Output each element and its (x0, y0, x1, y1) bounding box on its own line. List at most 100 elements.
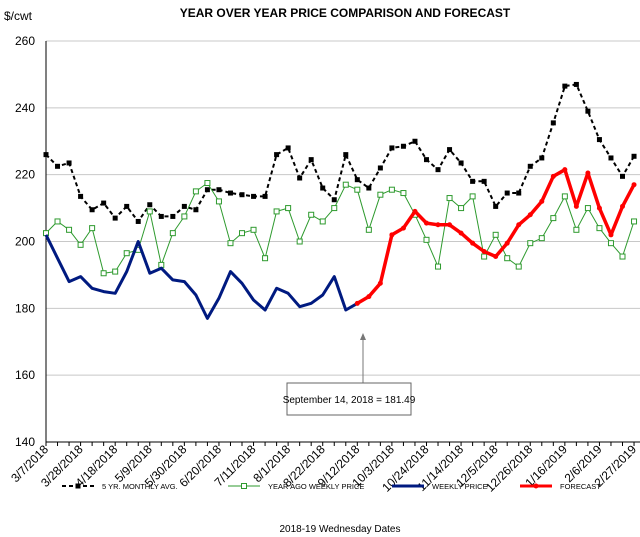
point-marker (262, 193, 268, 199)
y-tick-label: 220 (15, 168, 35, 182)
point-marker (550, 120, 556, 126)
legend-label: WEEKLY PRICE (432, 482, 488, 491)
point-marker (561, 193, 568, 200)
point-marker (562, 167, 568, 173)
point-marker (585, 170, 591, 176)
point-marker (620, 203, 625, 209)
point-marker (458, 205, 465, 212)
point-marker (423, 220, 429, 226)
point-marker (354, 300, 360, 306)
point-marker (158, 261, 165, 268)
point-marker (239, 192, 245, 198)
point-marker (365, 226, 372, 233)
point-marker (112, 215, 118, 221)
point-marker (331, 205, 338, 212)
y-tick-label: 180 (15, 301, 35, 315)
point-marker (274, 152, 280, 158)
point-marker (435, 222, 441, 228)
point-marker (75, 483, 81, 489)
point-marker (227, 190, 233, 196)
point-marker (389, 232, 395, 238)
point-marker (446, 195, 453, 202)
point-marker (181, 213, 188, 220)
point-marker (608, 155, 614, 161)
point-marker (527, 212, 533, 218)
point-marker (296, 238, 303, 245)
point-marker (516, 190, 522, 196)
legend-label: FORECAST (560, 482, 601, 491)
point-marker (377, 280, 383, 286)
series-line (44, 234, 359, 320)
point-marker (619, 253, 626, 260)
point-marker (470, 178, 476, 184)
point-marker (608, 232, 614, 238)
point-marker (89, 225, 96, 232)
point-marker (78, 193, 84, 199)
y-tick-label: 140 (15, 435, 35, 449)
point-marker (458, 160, 464, 166)
annotation-box (286, 382, 412, 416)
point-marker (435, 167, 441, 173)
point-marker (66, 226, 73, 233)
point-marker (273, 208, 280, 215)
point-marker (573, 81, 579, 87)
point-marker (285, 205, 292, 212)
point-marker (573, 203, 579, 209)
point-marker (239, 230, 246, 237)
point-marker (77, 241, 84, 248)
point-marker (423, 236, 430, 243)
point-marker (527, 163, 533, 169)
point-marker (297, 175, 303, 181)
point-marker (343, 152, 349, 158)
point-marker (124, 203, 130, 209)
point-marker (135, 218, 141, 224)
point-marker (308, 211, 315, 218)
point-marker (447, 147, 453, 153)
point-marker (158, 213, 164, 219)
point-marker (308, 157, 314, 163)
point-marker (204, 180, 211, 187)
point-marker (596, 205, 602, 211)
point-marker (585, 108, 591, 114)
y-tick-label: 200 (15, 235, 35, 249)
point-marker (169, 230, 176, 237)
point-marker (388, 186, 395, 193)
point-marker (366, 185, 372, 191)
point-marker (550, 173, 556, 179)
point-marker (123, 250, 130, 257)
point-marker (447, 222, 453, 228)
point-marker (493, 203, 499, 209)
point-marker (227, 240, 234, 247)
point-marker (320, 185, 326, 191)
point-marker (481, 253, 488, 260)
chart-title: YEAR OVER YEAR PRICE COMPARISON AND FORE… (180, 6, 511, 20)
point-marker (573, 226, 580, 233)
point-marker (607, 240, 614, 247)
point-marker (435, 263, 442, 270)
point-marker (538, 235, 545, 242)
point-marker (204, 187, 210, 193)
point-marker (539, 198, 545, 204)
point-marker (596, 137, 602, 143)
point-marker (504, 190, 510, 196)
point-marker (112, 268, 119, 275)
point-marker (620, 173, 625, 179)
point-marker (319, 218, 326, 225)
point-marker (481, 249, 487, 255)
annotation-arrowhead (360, 333, 366, 340)
point-marker (366, 294, 372, 300)
point-marker (469, 193, 476, 200)
point-marker (493, 254, 499, 260)
legend-label: 5 YR. MONTHLY AVG. (102, 482, 178, 491)
point-marker (562, 83, 568, 89)
point-marker (354, 186, 361, 193)
point-marker (216, 187, 222, 193)
annotation: September 14, 2018 = 181.49 (283, 395, 416, 406)
point-marker (412, 208, 418, 214)
point-marker (504, 255, 511, 262)
point-marker (331, 197, 337, 203)
point-marker (504, 240, 510, 246)
point-marker (533, 483, 539, 489)
point-marker (527, 240, 534, 247)
